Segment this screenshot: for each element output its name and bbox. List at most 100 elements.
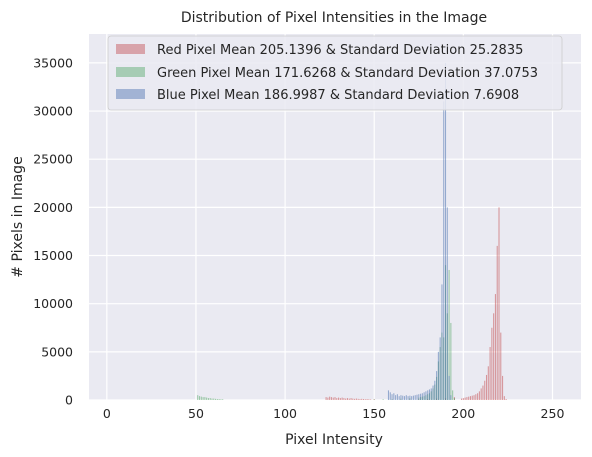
bar-series-0	[370, 399, 372, 400]
bar-series-2	[434, 380, 436, 400]
y-tick-label: 30000	[33, 104, 73, 119]
bar-series-1	[198, 396, 201, 400]
bar-series-0	[336, 398, 338, 400]
bar-series-0	[466, 397, 468, 400]
bar-series-2	[391, 394, 393, 400]
x-tick-label: 150	[362, 406, 386, 421]
x-tick-label: 0	[103, 406, 111, 421]
x-tick-label: 50	[188, 406, 204, 421]
bar-series-2	[443, 101, 445, 400]
bar-series-1	[218, 399, 220, 400]
bar-series-2	[450, 395, 452, 400]
bar-series-0	[496, 245, 498, 400]
bar-series-1	[450, 322, 452, 400]
bar-series-0	[355, 398, 357, 400]
bar-series-0	[485, 374, 488, 400]
bar-series-2	[411, 396, 413, 400]
legend-swatch-blue	[116, 89, 145, 99]
bar-series-0	[348, 398, 350, 400]
bar-series-0	[338, 397, 340, 400]
bar-series-0	[357, 398, 359, 400]
bar-series-0	[493, 313, 495, 400]
legend-entry-blue: Blue Pixel Mean 186.9987 & Standard Devi…	[157, 88, 519, 103]
bar-series-2	[428, 389, 431, 400]
legend-swatch-red	[116, 44, 145, 54]
bar-series-1	[200, 396, 202, 400]
bar-series-1	[215, 398, 217, 400]
bars-layer	[197, 62, 507, 400]
bar-series-2	[412, 395, 414, 400]
legend: Red Pixel Mean 205.1396 & Standard Devia…	[107, 35, 563, 111]
bar-series-2	[407, 396, 409, 400]
legend-entry-red: Red Pixel Mean 205.1396 & Standard Devia…	[157, 43, 523, 58]
bar-series-0	[478, 391, 480, 400]
bar-series-2	[416, 394, 418, 400]
bar-series-1	[220, 399, 222, 400]
legend-frame	[107, 35, 563, 111]
y-tick-label: 0	[65, 393, 73, 408]
x-axis-label: Pixel Intensity	[285, 432, 383, 448]
bar-series-0	[359, 399, 361, 400]
bar-series-2	[425, 391, 427, 400]
bar-series-0	[469, 396, 472, 400]
bar-series-0	[334, 397, 336, 400]
bar-series-2	[446, 207, 448, 400]
bar-series-2	[400, 395, 402, 400]
bar-series-0	[354, 398, 356, 400]
bar-series-0	[368, 399, 370, 400]
bar-series-1	[197, 395, 199, 400]
bar-series-2	[437, 351, 439, 400]
bar-series-2	[436, 371, 438, 400]
bar-series-2	[439, 337, 441, 400]
bar-series-2	[444, 62, 447, 400]
tick-labels: 0 50 100 150 200 250 0 5000 10000 15000 20000 25000…	[33, 55, 564, 421]
bar-series-0	[329, 396, 331, 400]
bar-series-0	[339, 398, 341, 400]
bar-series-0	[343, 398, 345, 400]
bar-series-1	[206, 397, 208, 400]
bar-series-0	[325, 397, 327, 400]
y-tick-label: 25000	[33, 152, 73, 167]
bar-series-0	[366, 399, 368, 400]
bar-series-2	[387, 390, 390, 400]
bar-series-0	[480, 388, 482, 400]
bar-series-0	[489, 347, 491, 400]
bar-series-0	[327, 397, 329, 400]
bar-series-0	[468, 396, 470, 400]
bar-series-0	[503, 396, 505, 400]
bar-series-2	[418, 394, 420, 400]
bar-series-0	[473, 395, 475, 400]
bar-series-0	[484, 380, 486, 400]
x-tick-label: 100	[273, 406, 297, 421]
bar-series-1	[382, 399, 384, 400]
bar-series-1	[373, 399, 375, 400]
y-tick-label: 5000	[41, 344, 73, 359]
bar-series-2	[414, 395, 416, 400]
bar-series-0	[498, 207, 500, 400]
legend-entry-green: Green Pixel Mean 171.6268 & Standard Dev…	[157, 66, 538, 81]
bar-series-0	[345, 398, 347, 400]
bar-series-2	[398, 396, 400, 400]
bar-series-0	[502, 375, 504, 400]
bar-series-0	[464, 397, 466, 400]
bar-series-0	[505, 399, 507, 400]
bar-series-0	[494, 294, 496, 400]
bar-series-1	[453, 398, 455, 400]
x-tick-label: 250	[541, 406, 565, 421]
bar-series-1	[222, 399, 224, 400]
bar-series-0	[332, 397, 334, 400]
bar-series-1	[216, 399, 218, 400]
bar-series-0	[482, 385, 484, 400]
bar-series-2	[409, 395, 411, 400]
bar-series-0	[471, 395, 473, 400]
bar-series-2	[427, 390, 429, 400]
bar-series-2	[441, 284, 443, 400]
bar-series-0	[487, 366, 489, 400]
bar-series-2	[393, 393, 395, 400]
bar-series-2	[448, 375, 450, 400]
bar-series-0	[364, 399, 366, 400]
bar-series-1	[452, 390, 454, 400]
bar-series-2	[432, 385, 434, 400]
bar-series-2	[423, 392, 425, 400]
bar-series-2	[405, 395, 407, 400]
